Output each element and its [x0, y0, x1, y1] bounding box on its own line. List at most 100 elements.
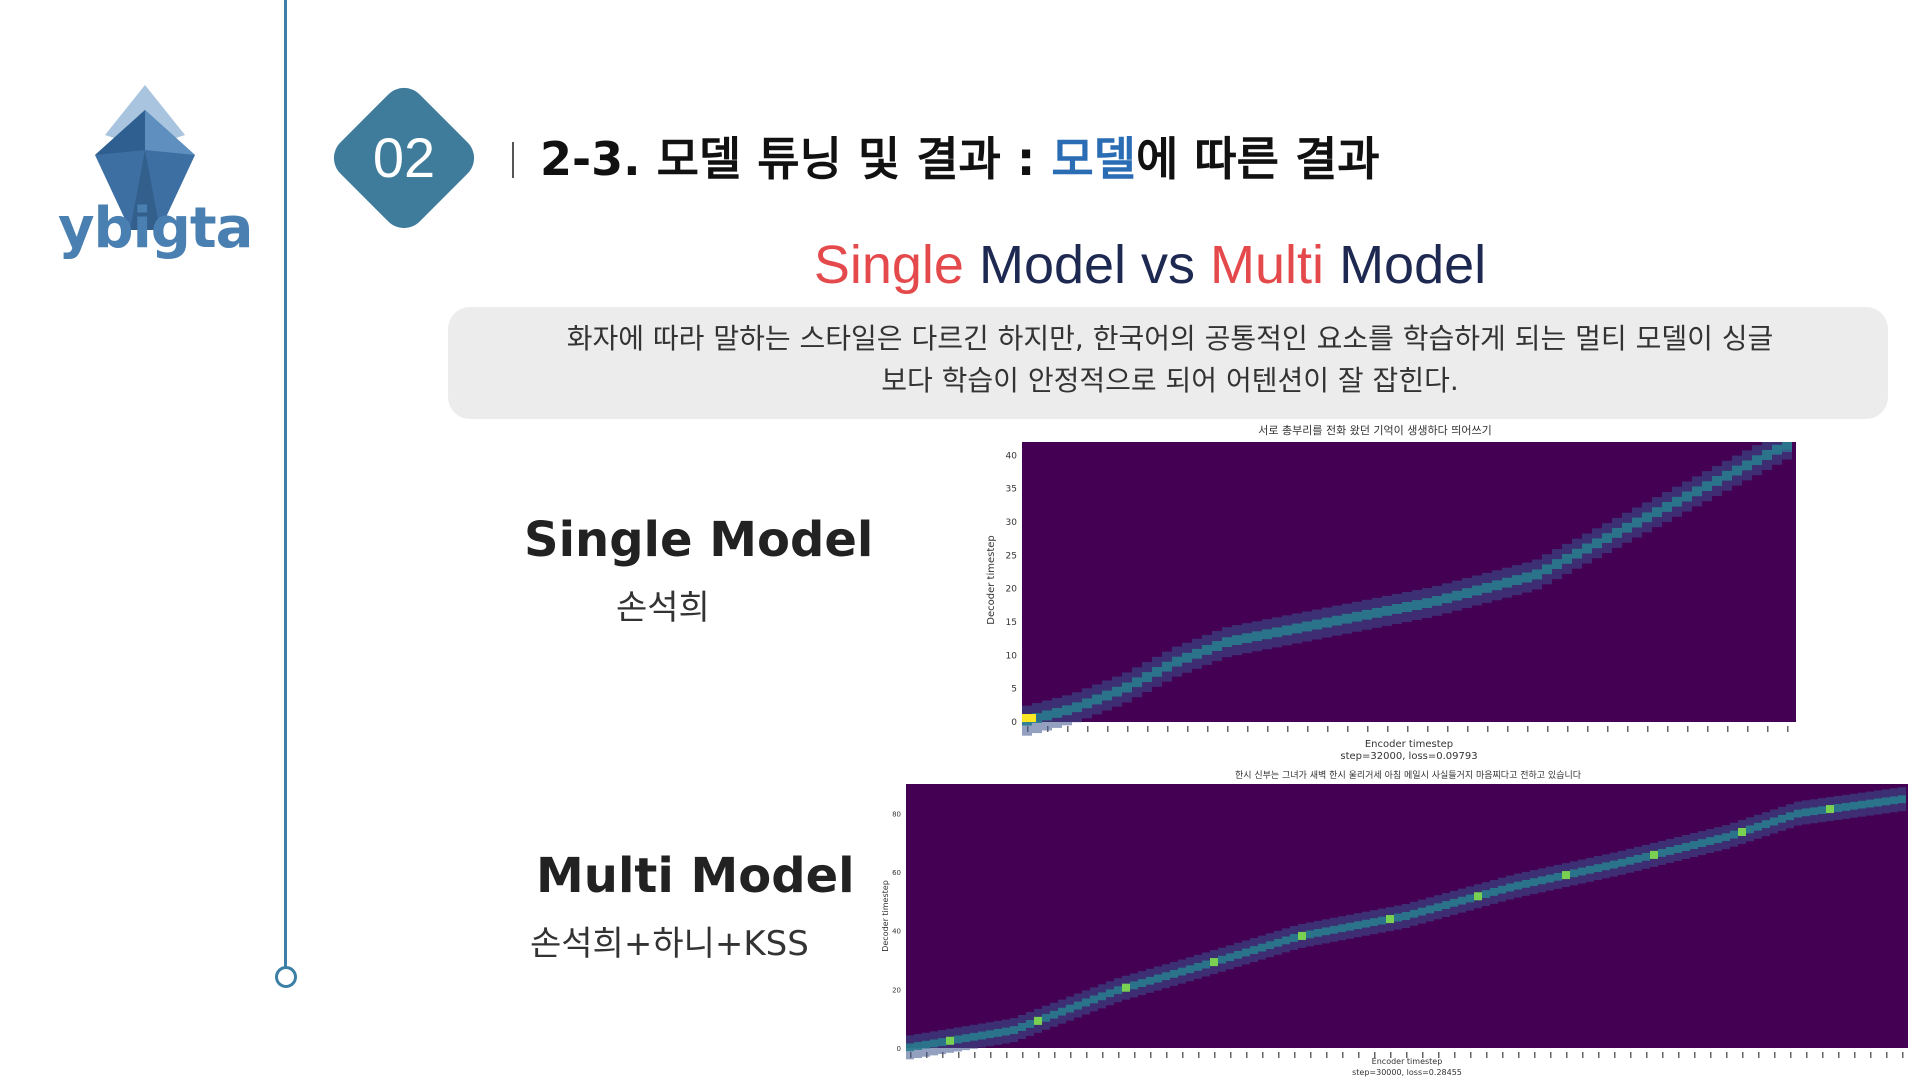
alignment-cell — [1692, 496, 1702, 507]
alignment-cell — [1672, 486, 1682, 497]
alignment-cell — [1322, 627, 1332, 638]
alignment-cell — [1482, 572, 1492, 583]
y-tick-label: 35 — [1006, 485, 1017, 495]
alignment-cell — [1202, 968, 1210, 977]
x-tick — [1367, 726, 1369, 732]
alignment-cell — [1754, 822, 1762, 831]
alignment-cell — [1426, 897, 1434, 906]
alignment-cell — [1522, 562, 1532, 573]
alignment-cell — [1842, 794, 1850, 803]
alignment-cell — [1272, 637, 1282, 648]
alignment-cell — [1610, 860, 1618, 869]
x-tick — [1598, 1052, 1600, 1058]
alignment-cells — [1022, 442, 1792, 736]
alignment-cell — [994, 1028, 1002, 1037]
alignment-cell — [1538, 876, 1546, 885]
comparison-subtitle: Single Model vs Multi Model — [700, 234, 1600, 296]
alignment-cell — [1354, 929, 1362, 938]
alignment-cell — [1546, 874, 1554, 883]
title-highlight: 모델 — [1051, 132, 1136, 186]
alignment-cell — [922, 1048, 930, 1057]
alignment-cell — [1570, 877, 1578, 886]
alignment-cell — [1302, 621, 1312, 632]
x-tick — [1566, 1052, 1568, 1058]
alignment-cell — [1602, 533, 1612, 544]
alignment-cell — [1546, 866, 1554, 875]
alignment-cell — [1498, 893, 1506, 902]
alignment-cell — [1482, 898, 1490, 907]
alignment-cell — [1702, 481, 1712, 492]
alignment-cell — [1602, 862, 1610, 871]
alignment-cell — [1834, 795, 1842, 804]
alignment-cell — [1692, 476, 1702, 487]
alignment-cell — [1706, 845, 1714, 854]
alignment-highlight — [1122, 983, 1130, 992]
alignment-cell — [1722, 480, 1732, 491]
alignment-highlight — [1474, 892, 1482, 901]
alignment-cell — [930, 1039, 938, 1048]
alignment-cell — [1682, 491, 1692, 502]
alignment-cell — [1746, 825, 1754, 834]
alignment-cell — [1218, 955, 1226, 964]
alignment-cell — [1282, 944, 1290, 953]
multi-model-speaker: 손석희+하니+KSS — [530, 924, 809, 964]
alignment-cell — [1146, 968, 1154, 977]
alignment-cell — [1818, 806, 1826, 815]
x-tick — [1758, 1052, 1760, 1058]
x-tick — [1870, 1052, 1872, 1058]
alignment-cell — [1542, 574, 1552, 585]
x-tick — [1790, 1052, 1792, 1058]
x-tick — [1287, 726, 1289, 732]
alignment-cell — [1142, 672, 1152, 683]
alignment-highlight — [1738, 828, 1746, 837]
x-tick — [1307, 726, 1309, 732]
x-tick — [1567, 726, 1569, 732]
alignment-cell — [1586, 873, 1594, 882]
alignment-cell — [1622, 512, 1632, 523]
alignment-cell — [1458, 904, 1466, 913]
alignment-cell — [1632, 527, 1642, 538]
x-tick — [1358, 1052, 1360, 1058]
alignment-cell — [1662, 501, 1672, 512]
alignment-cell — [1306, 938, 1314, 947]
alignment-cell — [1226, 961, 1234, 970]
alignment-cell — [1282, 625, 1292, 636]
alignment-cell — [994, 1020, 1002, 1029]
alignment-cell — [1512, 585, 1522, 596]
alignment-cell — [1442, 901, 1450, 910]
alignment-cell — [1642, 860, 1650, 869]
y-tick-label: 40 — [1006, 451, 1018, 461]
alignment-cell — [1162, 661, 1172, 672]
alignment-cell — [1818, 814, 1826, 823]
alignment-highlight — [1034, 1016, 1042, 1025]
x-tick — [958, 1052, 960, 1058]
alignment-cell — [1222, 627, 1232, 638]
alignment-cell — [1582, 533, 1592, 544]
x-tick — [1147, 726, 1149, 732]
alignment-cell — [1594, 864, 1602, 873]
alignment-cell — [1282, 928, 1290, 937]
alignment-cell — [954, 1035, 962, 1044]
alignment-cell — [1282, 936, 1290, 945]
x-tick — [1387, 726, 1389, 732]
alignment-cell — [1062, 705, 1072, 716]
alignment-cell — [1490, 895, 1498, 904]
alignment-cell — [1762, 820, 1770, 829]
x-tick — [1406, 1052, 1408, 1058]
alignment-cell — [1362, 911, 1370, 920]
ybigta-logo-icon — [95, 85, 195, 230]
alignment-cell — [1292, 633, 1302, 644]
alignment-cell — [1090, 995, 1098, 1004]
alignment-cell — [1234, 942, 1242, 951]
alignment-cell — [1732, 465, 1742, 476]
alignment-cell — [1586, 857, 1594, 866]
alignment-cell — [1652, 517, 1662, 528]
alignment-cell — [1782, 449, 1792, 460]
alignment-cell — [1112, 696, 1122, 707]
alignment-highlight — [1210, 958, 1218, 967]
alignment-cell — [1102, 700, 1112, 711]
alignment-cell — [1458, 896, 1466, 905]
alignment-cell — [1182, 642, 1192, 653]
alignment-cell — [1532, 579, 1542, 590]
alignment-cell — [1312, 619, 1322, 630]
